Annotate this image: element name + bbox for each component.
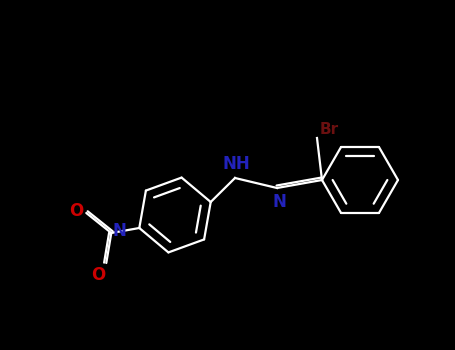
Text: N: N: [112, 222, 126, 240]
Text: O: O: [91, 266, 106, 284]
Text: Br: Br: [319, 122, 339, 138]
Text: NH: NH: [222, 155, 250, 173]
Text: N: N: [272, 193, 286, 211]
Text: O: O: [69, 202, 83, 220]
